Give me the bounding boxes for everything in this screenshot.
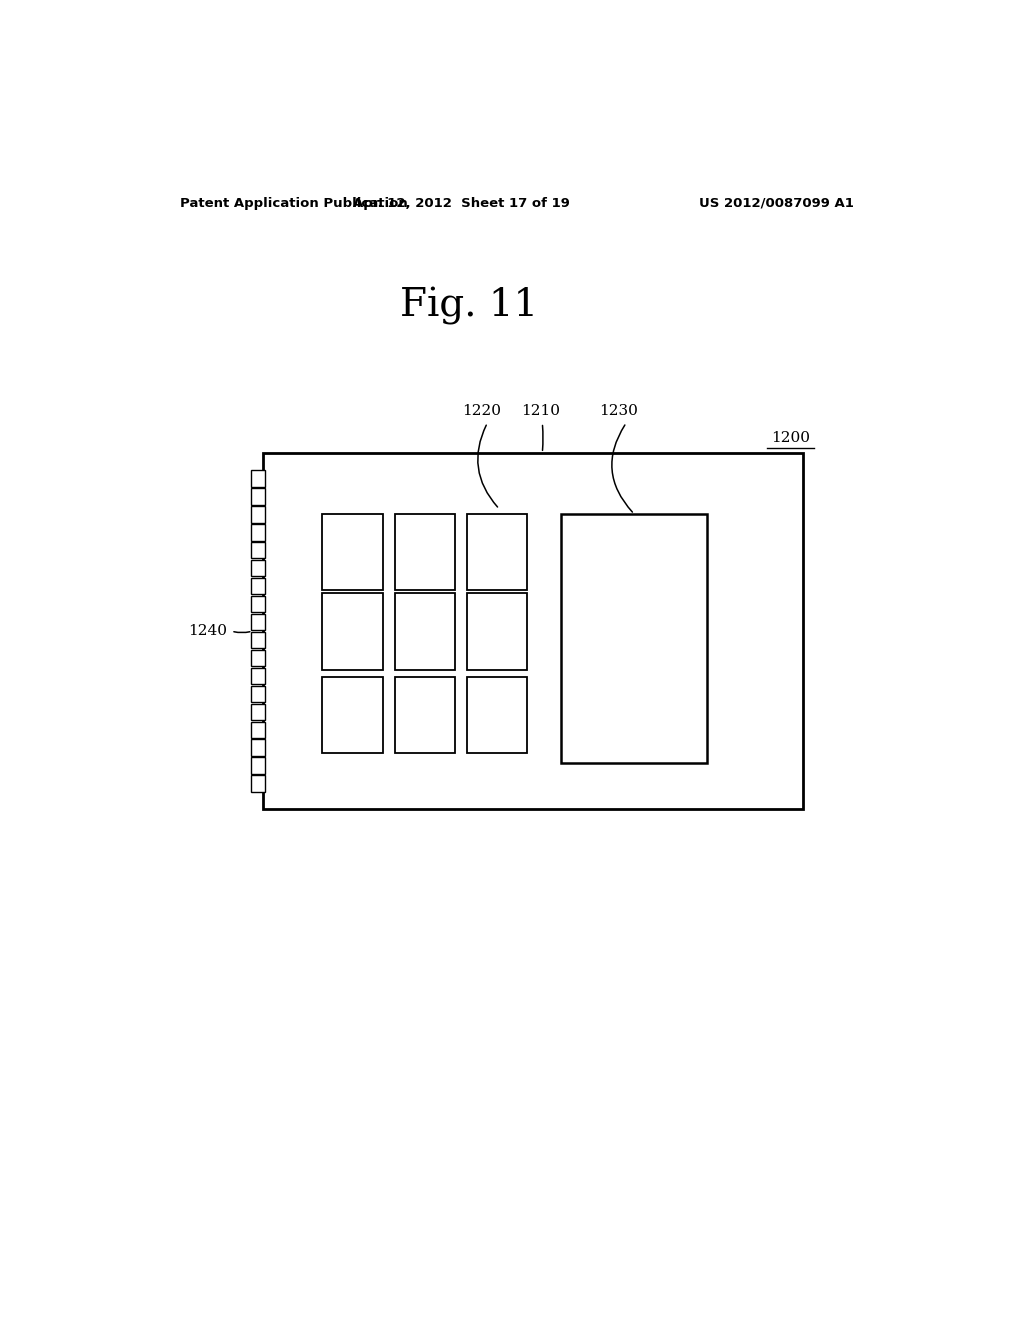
Text: Apr. 12, 2012  Sheet 17 of 19: Apr. 12, 2012 Sheet 17 of 19: [353, 197, 569, 210]
Bar: [251, 524, 265, 540]
Bar: [467, 594, 527, 669]
Bar: [251, 775, 265, 792]
Bar: [251, 597, 265, 612]
Bar: [467, 677, 527, 752]
Bar: [560, 515, 708, 763]
Bar: [251, 649, 265, 667]
Bar: [251, 685, 265, 702]
Bar: [251, 543, 265, 558]
Text: 1240: 1240: [188, 624, 227, 638]
Bar: [323, 594, 383, 669]
Bar: [251, 758, 265, 774]
Bar: [251, 739, 265, 756]
Bar: [251, 722, 265, 738]
Text: 1200: 1200: [771, 432, 810, 445]
Bar: [251, 704, 265, 719]
Text: US 2012/0087099 A1: US 2012/0087099 A1: [699, 197, 854, 210]
Bar: [251, 578, 265, 594]
Text: Fig. 11: Fig. 11: [400, 286, 539, 325]
Bar: [467, 515, 527, 590]
Bar: [263, 453, 803, 809]
Bar: [394, 677, 455, 752]
Bar: [394, 515, 455, 590]
Bar: [394, 594, 455, 669]
Bar: [251, 488, 265, 504]
Bar: [251, 507, 265, 523]
Text: 1230: 1230: [599, 404, 638, 417]
Bar: [323, 677, 383, 752]
Bar: [251, 614, 265, 630]
Bar: [251, 470, 265, 487]
Bar: [251, 560, 265, 577]
Text: 1220: 1220: [462, 404, 501, 417]
Bar: [251, 632, 265, 648]
Text: 1210: 1210: [521, 404, 560, 417]
Text: Patent Application Publication: Patent Application Publication: [179, 197, 408, 210]
Bar: [251, 668, 265, 684]
Bar: [323, 515, 383, 590]
